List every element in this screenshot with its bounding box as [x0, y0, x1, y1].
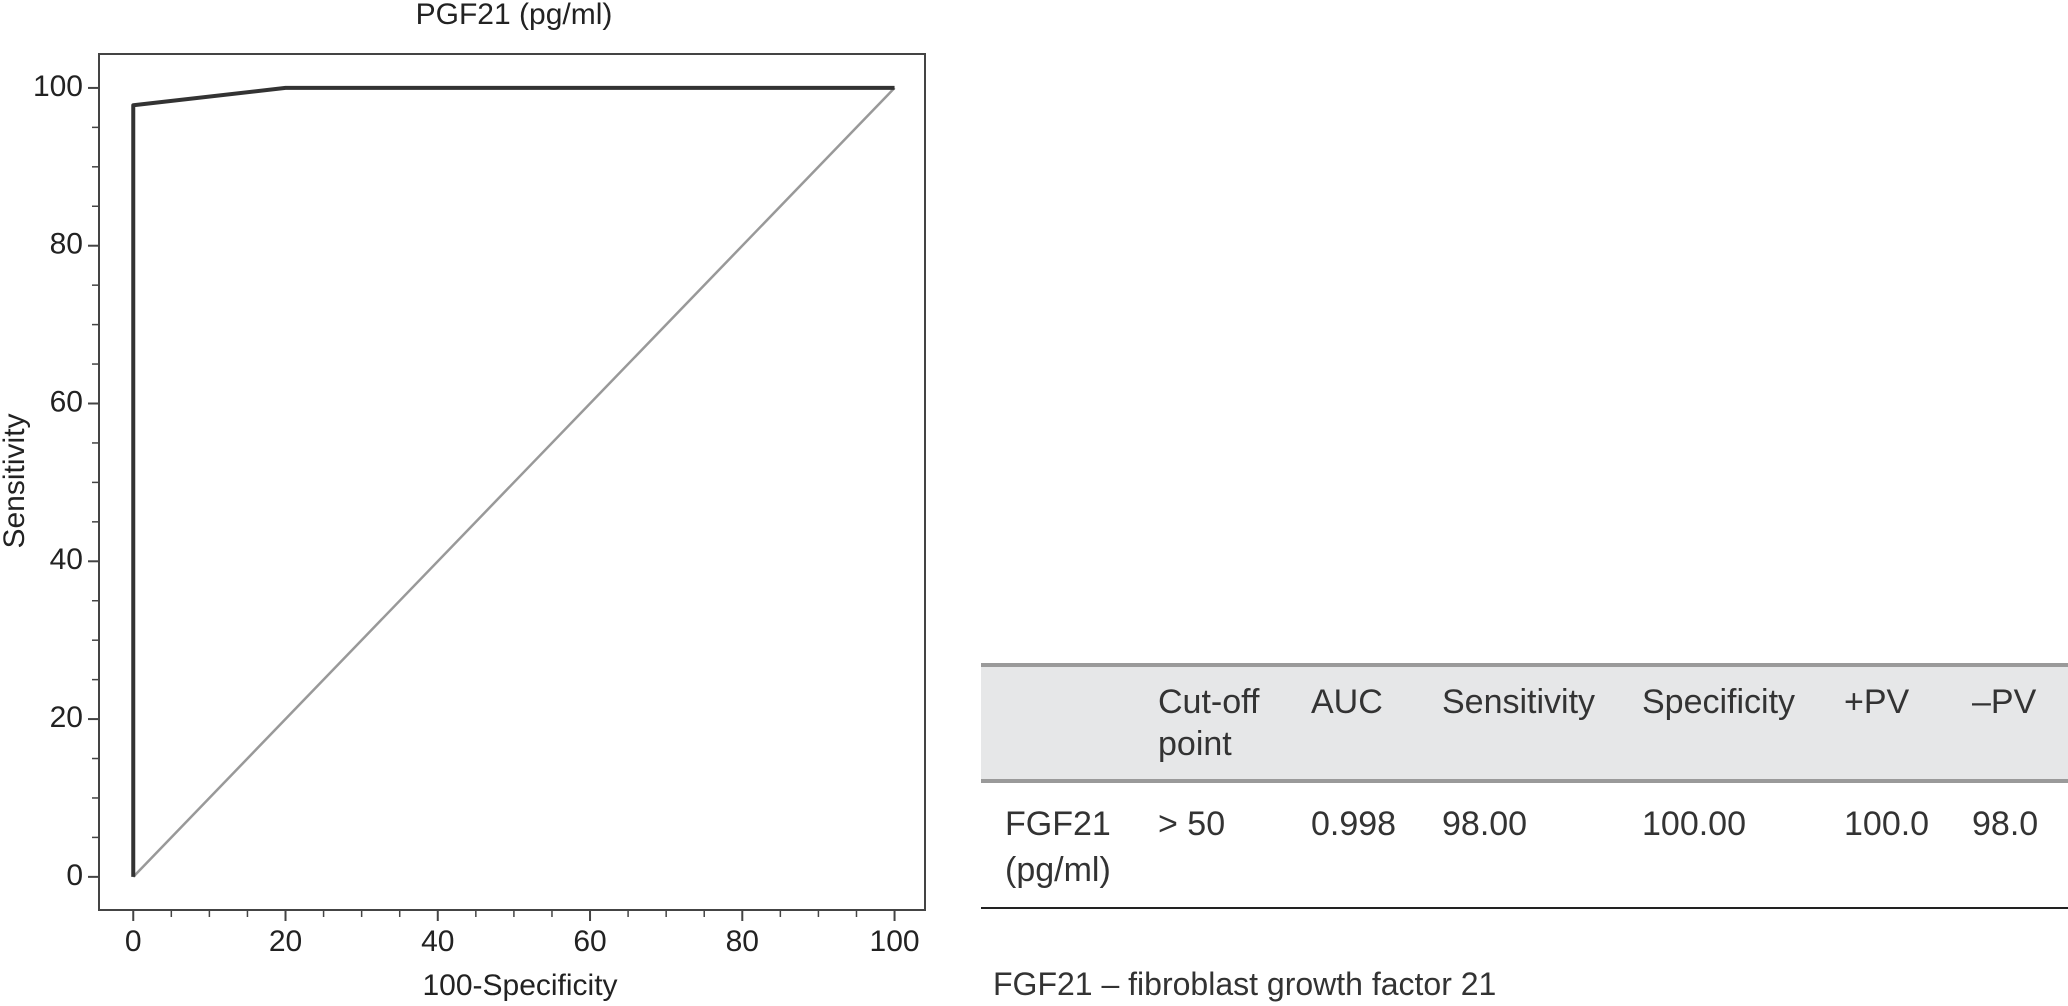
- y-tick-label: 20: [50, 701, 83, 734]
- x-tick-label: 60: [573, 925, 606, 958]
- table-cell: 100.00: [1642, 781, 1844, 909]
- x-axis-label: 100-Specificity: [422, 969, 617, 1002]
- table-cell: 0.998: [1311, 781, 1442, 909]
- header-cell: Sensitivity: [1442, 663, 1642, 783]
- x-tick-label: 100: [870, 925, 920, 958]
- header-cell: –PV: [1972, 663, 2068, 783]
- table-cell: > 50: [1158, 781, 1311, 909]
- y-tick-label: 0: [66, 859, 83, 892]
- series-line: [132, 87, 896, 878]
- y-tick-label: 40: [50, 543, 83, 576]
- x-tick-label: 40: [421, 925, 454, 958]
- header-cell: Specificity: [1642, 663, 1844, 783]
- header-cell: +PV: [1844, 663, 1972, 783]
- x-tick-label: 80: [726, 925, 759, 958]
- series-line: [131, 85, 895, 877]
- table-row: FGF21 (pg/ml) > 50 0.998 98.00 100.00 100.0 98…: [981, 781, 2068, 909]
- x-tick-label: 0: [125, 925, 142, 958]
- x-tick-label: 20: [269, 925, 302, 958]
- header-cell: [981, 663, 1158, 783]
- table-cell: FGF21 (pg/ml): [981, 781, 1158, 909]
- header-cell: AUC: [1311, 663, 1442, 783]
- chart: PGF21 (pg/ml) 100-Specificity Sensitivit…: [0, 0, 926, 1002]
- header-row: Cut-off point AUC Sensitivity Specificity +P…: [981, 663, 2068, 783]
- table-cell: 98.00: [1442, 781, 1642, 909]
- y-tick-label: 60: [50, 385, 83, 418]
- stats-table: Cut-off point AUC Sensitivity Specificity +P…: [981, 663, 2068, 909]
- y-axis-label: Sensitivity: [0, 413, 31, 548]
- footnote: FGF21 – fibroblast growth factor 21: [993, 966, 1497, 1002]
- table-cell: 100.0: [1844, 781, 1972, 909]
- table-cell: 98.0: [1972, 781, 2068, 909]
- y-tick-label: 80: [50, 228, 83, 261]
- chart-title: PGF21 (pg/ml): [416, 0, 613, 31]
- header-cell: Cut-off point: [1158, 663, 1311, 783]
- table-body: FGF21 (pg/ml) > 50 0.998 98.00 100.00 100.0 98…: [981, 781, 2068, 909]
- y-tick-label: 100: [33, 70, 83, 103]
- plot-frame: [98, 53, 926, 911]
